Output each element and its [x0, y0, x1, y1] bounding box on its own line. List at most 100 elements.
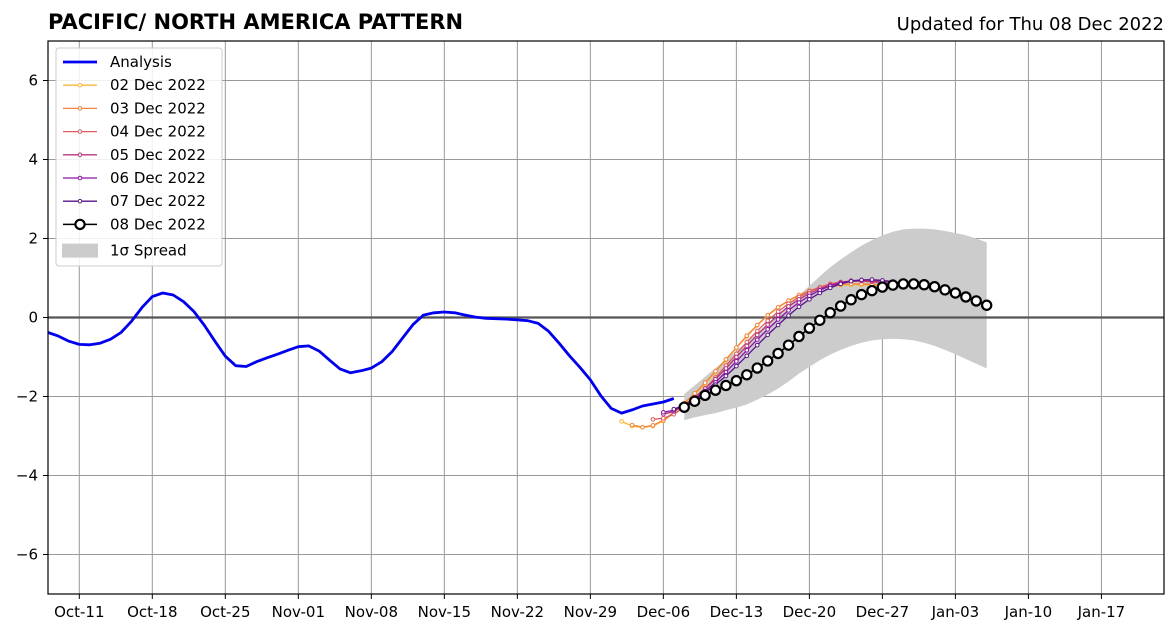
forecast-point [754, 322, 760, 328]
forecast-point [640, 425, 645, 430]
forecast-point [754, 332, 760, 338]
x-tick-label: Dec-13 [710, 603, 764, 621]
latest-forecast-point [720, 379, 732, 392]
latest-forecast-point [970, 295, 982, 307]
legend-box [55, 47, 223, 267]
forecast-point [859, 277, 864, 283]
legend-forecast-label: 02 Dec 2022 [110, 76, 206, 94]
forecast-point [807, 297, 812, 302]
legend-forecast-marker [77, 106, 83, 111]
analysis-line [48, 291, 675, 415]
spread-band-layer [684, 228, 987, 421]
latest-forecast-point [741, 369, 753, 381]
y-tick-label: −2 [16, 388, 38, 406]
latest-forecast-point [803, 322, 816, 334]
chart-subtitle: Updated for Thu 08 Dec 2022 [897, 14, 1164, 35]
x-tick-label: Oct-11 [54, 603, 104, 621]
legend-latest-marker [74, 218, 86, 231]
forecast-point [650, 423, 656, 428]
forecast-point [754, 342, 760, 348]
legend-forecast-label: 06 Dec 2022 [110, 169, 206, 187]
latest-forecast-point [845, 294, 857, 306]
forecast-point [765, 318, 770, 323]
forecast-point [734, 354, 739, 360]
forecast-point [661, 415, 666, 421]
x-tick-label: Nov-15 [418, 603, 471, 621]
legend-forecast-label: 04 Dec 2022 [110, 123, 206, 141]
forecast-point [723, 373, 729, 379]
x-tick-label: Nov-01 [272, 603, 325, 621]
forecast-point [661, 410, 666, 415]
forecast-point [775, 317, 781, 322]
legend-forecast-marker [77, 175, 83, 181]
forecast-point [734, 359, 739, 364]
legend-spread-swatch [62, 243, 98, 258]
latest-forecast-point [688, 395, 701, 407]
forecast-point [786, 304, 791, 309]
forecast-point [723, 369, 729, 375]
x-tick-label: Jan-03 [931, 603, 980, 621]
latest-forecast-point [814, 314, 826, 326]
latest-forecast-point [709, 384, 722, 396]
latest-forecast-point [782, 339, 795, 351]
latest-forecast-point [980, 299, 993, 311]
legend-forecast-label: 03 Dec 2022 [110, 99, 206, 117]
forecast-point [765, 322, 770, 327]
latest-forecast-point [730, 375, 743, 387]
forecast-point [629, 422, 635, 428]
latest-forecast-point [897, 278, 909, 290]
latest-forecast-point [939, 284, 951, 296]
latest-forecast-point [876, 281, 889, 293]
latest-forecast-point [887, 279, 899, 291]
latest-forecast-point [928, 280, 941, 293]
forecast-point [817, 290, 823, 296]
forecast-point [723, 357, 729, 362]
forecast-point [786, 308, 791, 313]
y-tick-label: 4 [28, 151, 38, 169]
forecast-point [619, 419, 624, 424]
legend-forecast-marker [77, 129, 83, 134]
forecast-point [692, 391, 697, 396]
forecast-point [796, 304, 802, 310]
y-tick-label: −4 [16, 467, 38, 485]
latest-forecast-point [834, 300, 847, 312]
x-tick-label: Nov-22 [491, 603, 544, 621]
y-tick-label: −6 [16, 546, 38, 564]
legend-analysis-label: Analysis [110, 53, 172, 71]
latest-forecast-point [949, 287, 962, 299]
forecast-point [734, 345, 739, 350]
forecast-point [754, 337, 760, 342]
forecast-point [671, 406, 677, 412]
x-tick-label: Dec-27 [856, 603, 910, 621]
latest-forecast-point [855, 288, 868, 301]
forecast-point [827, 285, 833, 291]
forecast-point [848, 278, 854, 284]
latest-forecast-point [824, 307, 836, 319]
latest-forecast-point [761, 355, 774, 367]
forecast-point [765, 332, 770, 338]
latest-forecast-point [793, 330, 805, 343]
latest-forecast-point [772, 347, 784, 360]
y-axis-ticks: −6 −4 −2 0 2 4 6 [16, 72, 48, 564]
forecast-point [744, 353, 750, 359]
forecast-point [713, 368, 718, 374]
x-tick-label: Jan-10 [1004, 603, 1053, 621]
legend-forecast-marker [77, 152, 83, 158]
forecast-point [869, 277, 875, 282]
x-tick-label: Dec-20 [783, 603, 837, 621]
forecast-point [775, 322, 781, 328]
legend-latest-label: 08 Dec 2022 [110, 215, 206, 233]
latest-forecast-point [918, 279, 930, 291]
x-tick-label: Oct-18 [127, 603, 177, 621]
forecast-point [702, 380, 708, 385]
x-tick-label: Nov-29 [564, 603, 617, 621]
latest-forecast-point [866, 284, 878, 297]
latest-forecast-point [907, 278, 920, 290]
latest-forecast-point [960, 291, 972, 303]
forecast-point [838, 281, 843, 287]
latest-forecast-series [678, 278, 993, 413]
latest-forecast-point [751, 362, 763, 374]
forecast-point [786, 313, 791, 318]
forecast-point [775, 304, 781, 310]
